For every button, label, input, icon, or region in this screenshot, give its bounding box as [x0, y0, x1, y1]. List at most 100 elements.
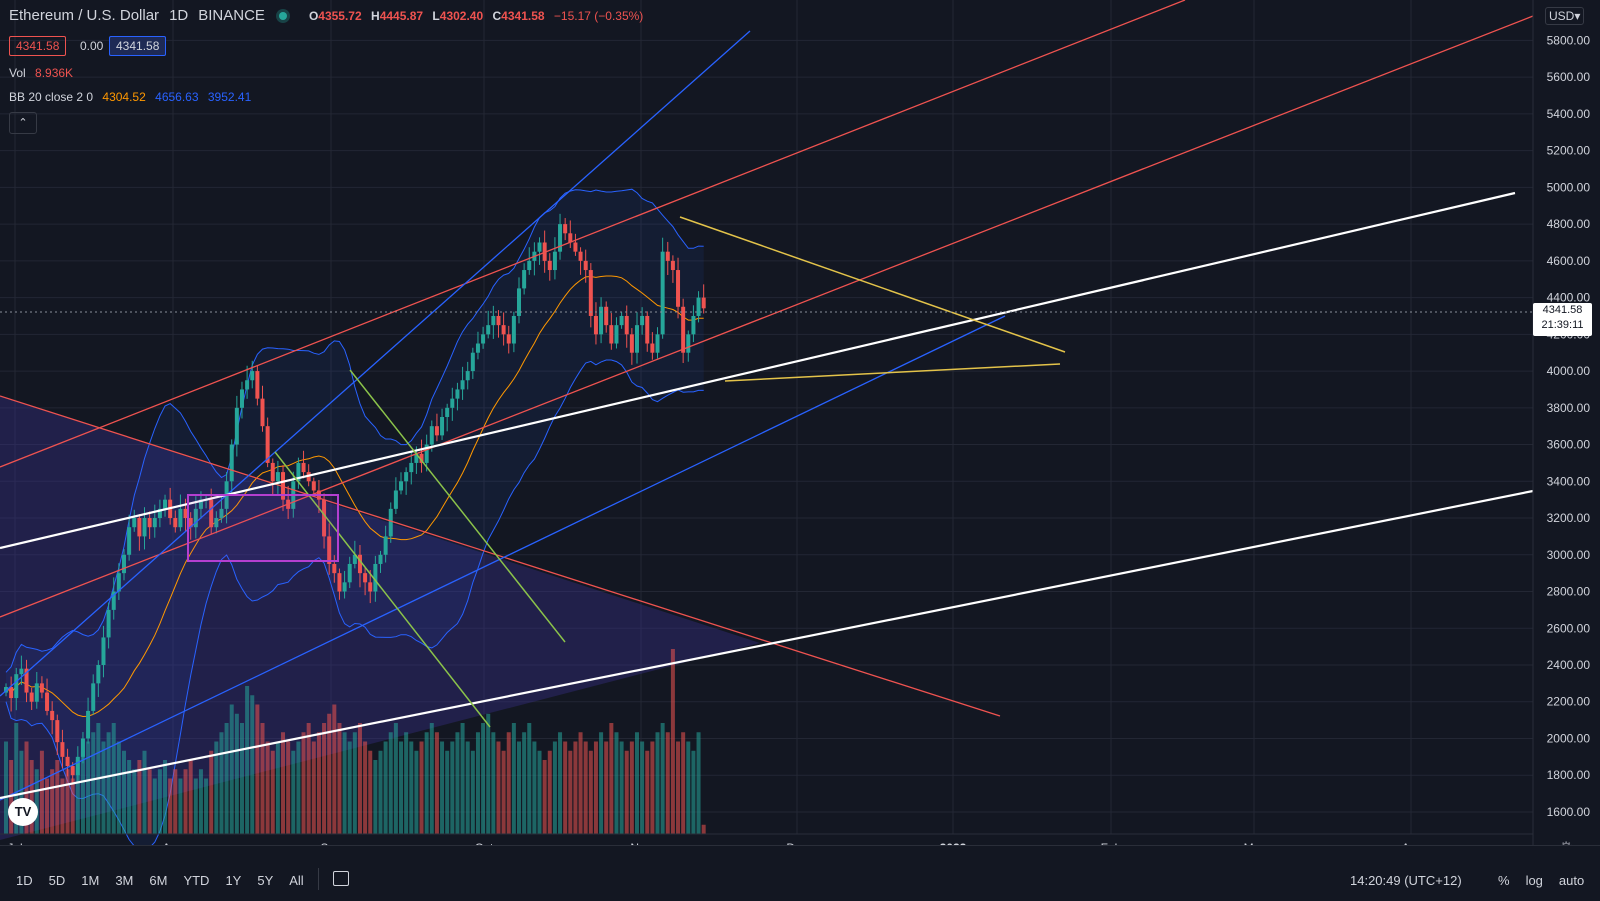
candle-body — [219, 508, 224, 519]
candle-body — [327, 536, 332, 564]
calendar-goto-icon[interactable] — [333, 871, 349, 886]
volume-bar — [352, 732, 357, 834]
candle-body — [50, 710, 55, 721]
clock-timezone[interactable]: 14:20:49 (UTC+12) — [1350, 873, 1462, 888]
tradingview-logo-icon[interactable]: TV — [8, 798, 38, 826]
ohlc-close: 4341.58 — [501, 8, 545, 23]
candle-body — [347, 563, 352, 583]
sell-price-button[interactable]: 4341.58 — [9, 36, 67, 56]
timeframe-label[interactable]: 1D — [169, 7, 189, 24]
volume-bar — [147, 769, 152, 834]
candle-body — [234, 407, 239, 445]
range-button-1m[interactable]: 1M — [81, 873, 100, 888]
candle-body — [183, 508, 188, 519]
vol-label: Vol — [9, 66, 26, 80]
candle-body — [378, 554, 383, 564]
bb-label: BB 20 close 2 0 — [9, 90, 94, 104]
range-button-5d[interactable]: 5D — [48, 873, 66, 888]
y-tick: 3200.00 — [1547, 511, 1591, 525]
y-tick: 2200.00 — [1547, 695, 1591, 709]
volume-bar — [429, 723, 434, 834]
candle-body — [578, 251, 583, 261]
volume-bar — [645, 750, 650, 834]
y-tick: 2600.00 — [1547, 621, 1591, 635]
candle-body — [147, 518, 152, 528]
candle-body — [260, 398, 265, 427]
candle-body — [527, 260, 532, 271]
y-tick: 3400.00 — [1547, 474, 1591, 488]
y-tick-labels: 1600.00 1800.00 2000.00 2200.00 2400.00 2600.… — [1547, 33, 1591, 819]
range-button-ytd[interactable]: YTD — [183, 873, 210, 888]
volume-bar — [393, 723, 398, 834]
candle-body — [645, 315, 650, 344]
range-button-5y[interactable]: 5Y — [257, 873, 274, 888]
candle-body — [173, 518, 178, 528]
volume-bar — [121, 750, 126, 834]
volume-bar — [265, 741, 270, 834]
y-tick: 3000.00 — [1547, 548, 1591, 562]
candle-body — [250, 371, 255, 381]
volume-bar — [378, 750, 383, 834]
range-button-1d[interactable]: 1D — [16, 873, 33, 888]
candle-body — [275, 472, 280, 482]
volume-bar — [204, 778, 209, 834]
scale-options: % log auto — [1498, 873, 1600, 888]
scale-option-log[interactable]: log — [1525, 873, 1543, 888]
toolbar-divider — [318, 868, 319, 890]
buy-price-button[interactable]: 4341.58 — [109, 36, 167, 56]
currency-selector[interactable]: USD▾ — [1545, 7, 1585, 25]
scale-option-auto[interactable]: auto — [1558, 873, 1585, 888]
volume-bar — [624, 750, 629, 834]
volume-bar — [373, 760, 378, 834]
collapse-legend-button[interactable]: ⌃ — [9, 112, 37, 134]
candle-body — [4, 687, 8, 693]
candle-body — [239, 389, 244, 408]
bb-indicator-legend[interactable]: BB 20 close 2 0 4304.52 4656.63 3952.41 — [9, 90, 251, 104]
ohlc-l-label: L — [432, 8, 440, 23]
y-tick: 4400.00 — [1547, 291, 1591, 305]
triangle-zone — [0, 396, 760, 840]
bb-upper-line — [5, 188, 704, 673]
candle-body — [357, 554, 362, 574]
candle-body — [34, 683, 39, 702]
y-tick: 5000.00 — [1547, 180, 1591, 194]
candle-body — [152, 518, 157, 528]
candle-body — [629, 334, 634, 353]
range-button-all[interactable]: All — [289, 873, 304, 888]
bb-basis-line — [5, 275, 704, 718]
candle-body — [383, 536, 388, 555]
volume-bar — [527, 723, 532, 834]
candle-body — [696, 297, 701, 316]
volume-bar — [517, 741, 521, 834]
volume-bar — [434, 732, 439, 834]
trendline-red-channel — [0, 15, 1534, 618]
candle-body — [39, 683, 44, 693]
volume-bar — [440, 741, 445, 834]
volume-bar — [650, 741, 655, 834]
y-tick: 5800.00 — [1547, 33, 1591, 47]
volume-bar — [29, 760, 34, 834]
volume-bar — [322, 723, 327, 834]
range-button-3m[interactable]: 3M — [115, 873, 134, 888]
candle-body — [60, 742, 65, 757]
volume-bar — [363, 741, 368, 834]
candle-body — [157, 508, 162, 519]
scale-option-percent[interactable]: % — [1498, 873, 1510, 888]
candle-body — [45, 692, 50, 711]
volume-bar — [275, 741, 280, 834]
symbol-title[interactable]: Ethereum / U.S. Dollar — [9, 7, 160, 24]
currency-label: USD — [1549, 9, 1575, 23]
volume-bar — [558, 732, 563, 834]
last-price-value: 4341.58 — [1542, 304, 1583, 316]
candle-body — [609, 325, 614, 344]
volume-bars — [4, 649, 706, 834]
drawing-shapes — [0, 396, 760, 840]
range-button-6m[interactable]: 6M — [149, 873, 168, 888]
candle-body — [311, 481, 316, 491]
candle-body — [75, 756, 80, 776]
range-button-1y[interactable]: 1Y — [225, 873, 242, 888]
volume-indicator-legend[interactable]: Vol 8.936K — [9, 66, 73, 80]
candle-body — [588, 270, 593, 316]
candle-body — [650, 343, 655, 353]
